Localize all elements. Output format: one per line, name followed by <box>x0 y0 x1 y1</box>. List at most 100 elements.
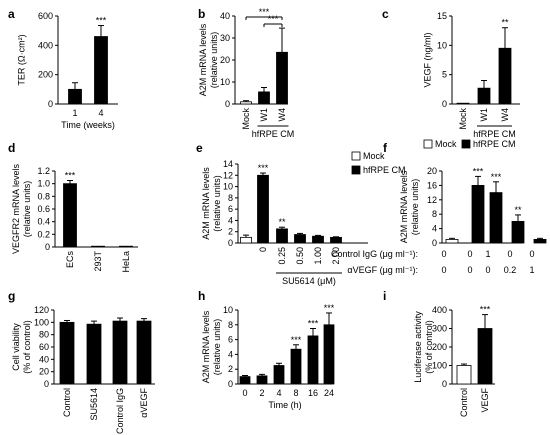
significance-stars: *** <box>96 16 107 26</box>
bar <box>511 220 525 244</box>
x-tick-label: αVEGF <box>139 388 149 418</box>
y-axis-label-group: Cell viability (% of control) <box>11 320 32 374</box>
bar <box>119 245 133 248</box>
y-tick-label: 1.0 <box>37 179 50 189</box>
y-axis-label: VEGFR2 mRNA levels <box>11 163 21 254</box>
table-row-label: αVEGF (μg ml⁻¹): <box>347 265 418 275</box>
x-tick-label: Control IgG <box>115 388 125 434</box>
x-tick-label: HeLa <box>121 251 131 273</box>
bar <box>91 245 105 248</box>
significance-stars: ** <box>514 205 522 215</box>
y-tick-label: 0.6 <box>37 204 50 214</box>
panel-d: d 0 0.2 0.4 0.6 0.8 1.0 1.2 VEGFR2 mRNA levels (r… <box>8 141 138 273</box>
y-tick-label: 2 <box>228 227 233 237</box>
x-axis-label: Time (weeks) <box>61 120 115 130</box>
significance-stars: *** <box>291 335 302 345</box>
x-tick-label: SU5614 <box>89 388 99 421</box>
x-tick-label: W1 <box>479 108 489 122</box>
panel-letter: d <box>8 141 15 155</box>
y-tick-label: 20 <box>427 166 437 176</box>
x-tick-label: 1.00 <box>313 247 323 265</box>
y-axis-label-2: (relative units) <box>212 175 222 232</box>
legend-label: hfRPE CM <box>363 165 406 175</box>
group-label: hfRPE CM <box>252 129 295 139</box>
y-tick-label: 4 <box>432 224 437 234</box>
x-tick-label: 4 <box>98 108 103 118</box>
panel-c: c 0 5 10 15 VEGF (ng/ml) ** Mock W1 W4 hfRPE CM <box>382 7 520 139</box>
x-tick-label: Mock <box>458 108 468 130</box>
y-tick-label: 8 <box>228 193 233 203</box>
x-tick-label: Control <box>62 388 72 417</box>
significance-stars: ** <box>501 18 509 28</box>
bar <box>445 238 459 244</box>
y-tick-label: 20 <box>220 55 230 65</box>
panel-f: f 0 4 8 12 16 20 A2M mRNA levels (relative units… <box>331 139 547 275</box>
x-tick-label: 0 <box>258 247 268 252</box>
legend-swatch <box>351 165 361 175</box>
significance-stars: ** <box>278 217 286 227</box>
panel-letter: g <box>8 289 15 303</box>
x-tick-label: 2.00 <box>331 247 341 265</box>
bar <box>489 192 503 244</box>
x-tick-label: Control <box>459 388 469 417</box>
y-tick-label: 400 <box>38 40 53 50</box>
y-tick-label: 200 <box>38 70 53 80</box>
bar <box>290 348 302 385</box>
y-axis-label-group: A2M mRNA levels (relative units) <box>198 23 219 96</box>
y-axis-label-2: (relative units) <box>410 179 420 236</box>
y-axis-label-group: A2M mRNA levels (relative units) <box>201 310 222 383</box>
bar <box>68 88 82 105</box>
bar <box>307 335 319 385</box>
y-tick-label: 0 <box>48 99 53 109</box>
y-axis-label-group: VEGFR2 mRNA levels (relative units) <box>11 163 32 254</box>
x-tick-label: W4 <box>500 108 510 122</box>
y-tick-label: 80 <box>39 330 49 340</box>
y-axis-label-group: A2M mRNA levels (relative units) <box>399 170 420 243</box>
y-tick-label: 0 <box>44 379 49 389</box>
table-cell: 0 <box>529 249 534 259</box>
y-tick-label: 40 <box>220 11 230 21</box>
x-tick-label: VEGF <box>480 388 490 413</box>
y-tick-label: 20 <box>39 367 49 377</box>
panel-letter: e <box>196 141 203 155</box>
bar <box>239 376 251 385</box>
y-tick-label: 0 <box>432 238 437 248</box>
bar <box>273 365 285 385</box>
panel-letter: c <box>382 7 389 21</box>
x-tick-label: ECs <box>65 251 75 269</box>
y-tick-label: 200 <box>432 342 447 352</box>
y-tick-label: 0.8 <box>37 191 50 201</box>
table-cell: 1 <box>529 265 534 275</box>
bar <box>323 324 335 385</box>
bracket-stars: *** <box>268 14 279 24</box>
bar <box>112 320 128 385</box>
y-tick-label: 6 <box>228 204 233 214</box>
y-tick-label: 12 <box>223 170 233 180</box>
bar <box>258 91 270 105</box>
y-tick-label: 0 <box>442 99 447 109</box>
table-cell: 0 <box>467 265 472 275</box>
x-tick-label: 24 <box>324 388 334 398</box>
y-tick-label: 10 <box>220 77 230 87</box>
table-cell: 0 <box>441 249 446 259</box>
y-tick-label: 12 <box>427 195 437 205</box>
x-tick-label: 0.50 <box>295 247 305 265</box>
y-tick-label: 0 <box>228 379 233 389</box>
x-tick-label: 8 <box>293 388 298 398</box>
significance-stars: *** <box>480 305 491 315</box>
bar <box>136 320 152 385</box>
y-tick-label: 120 <box>34 305 49 315</box>
table-cell: 0 <box>441 265 446 275</box>
y-axis-label: TER (Ω·cm²) <box>16 34 26 85</box>
panel-a: a 0 200 400 600 TER (Ω·cm²) *** 1 4 Time (weeks) <box>8 7 118 130</box>
y-axis-label-2: (% of control) <box>424 320 434 374</box>
bar <box>94 36 108 105</box>
bar <box>312 235 324 244</box>
bar <box>294 234 306 244</box>
y-axis-label: A2M mRNA levels <box>399 170 409 243</box>
y-axis-label-2: (% of control) <box>22 320 32 374</box>
table-row-label: Control IgG (μg ml⁻¹): <box>331 249 418 259</box>
y-axis-label: Cell viability <box>11 323 21 371</box>
